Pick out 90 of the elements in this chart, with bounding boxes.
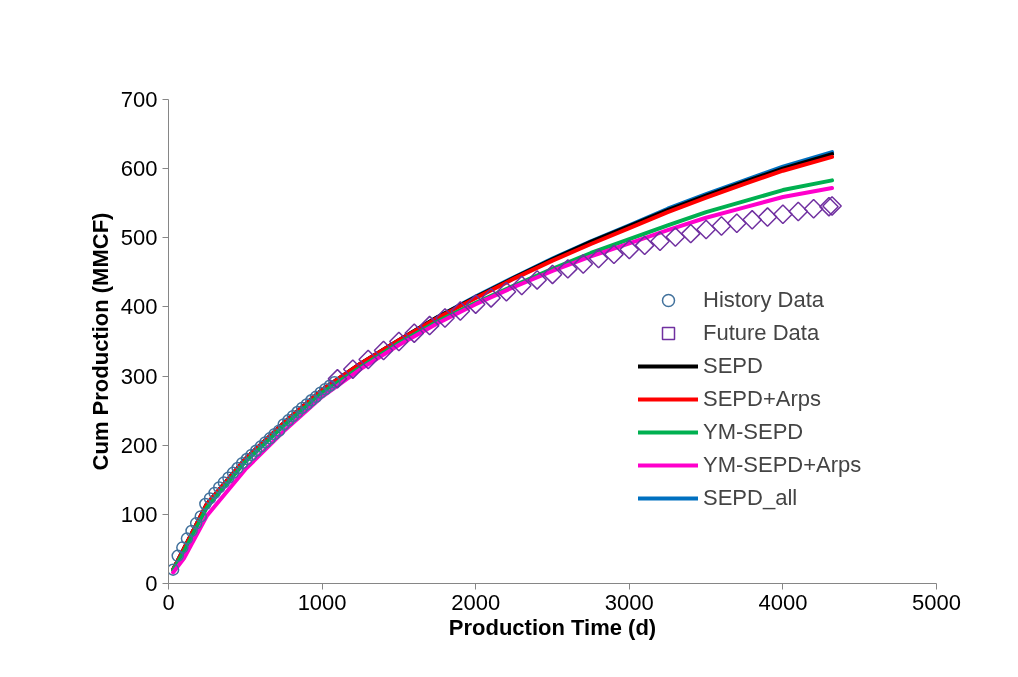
point xyxy=(711,216,732,236)
point xyxy=(496,281,517,302)
point xyxy=(277,418,290,431)
legend-label: SEPD_all xyxy=(703,484,798,512)
legend-label: YM-SEPD xyxy=(703,418,804,446)
point xyxy=(240,452,254,466)
point xyxy=(203,492,217,505)
x-tick-label: 4000 xyxy=(758,589,808,615)
point xyxy=(680,223,701,244)
x-tick-label: 1000 xyxy=(297,589,347,615)
point xyxy=(180,532,194,545)
point xyxy=(272,424,286,437)
y-tick-label: 0 xyxy=(145,571,158,596)
point xyxy=(803,198,824,219)
point xyxy=(511,275,532,296)
point xyxy=(314,386,327,399)
point xyxy=(286,409,300,423)
point xyxy=(222,471,235,484)
point xyxy=(788,201,809,222)
x-tick-label: 5000 xyxy=(912,589,961,615)
point xyxy=(268,427,281,441)
point xyxy=(557,258,578,279)
point xyxy=(573,254,594,274)
point xyxy=(176,541,189,554)
legend-label: History Data xyxy=(703,286,825,314)
point xyxy=(254,440,267,453)
y-tick-label: 300 xyxy=(120,363,158,389)
point xyxy=(305,394,318,407)
point xyxy=(185,524,198,538)
point xyxy=(259,436,272,449)
point xyxy=(249,444,263,457)
point xyxy=(309,390,323,404)
y-tick-label: 500 xyxy=(120,225,158,251)
point xyxy=(650,231,670,252)
point xyxy=(189,517,203,530)
point xyxy=(465,294,486,315)
point xyxy=(588,248,609,269)
point xyxy=(295,401,309,415)
x-axis-title: Production Time (d) xyxy=(448,614,657,640)
point xyxy=(419,315,440,336)
point xyxy=(199,497,212,511)
x-tick-label: 0 xyxy=(162,589,175,615)
y-tick-label: 600 xyxy=(120,156,158,182)
y-tick-label: 200 xyxy=(120,432,158,458)
point xyxy=(342,359,363,380)
point xyxy=(171,549,184,563)
point xyxy=(226,466,240,480)
point xyxy=(212,481,226,494)
point xyxy=(263,432,277,445)
point xyxy=(327,368,348,389)
point xyxy=(217,476,231,489)
point xyxy=(696,219,717,240)
point xyxy=(282,414,295,427)
point xyxy=(194,510,208,523)
point xyxy=(634,235,655,256)
point xyxy=(742,209,763,230)
point xyxy=(208,486,221,500)
point xyxy=(542,264,563,285)
y-tick-label: 400 xyxy=(120,294,158,320)
x-tick-label: 3000 xyxy=(604,589,654,615)
point xyxy=(604,244,624,265)
point xyxy=(358,349,379,370)
y-axis-title: Cum Production (MMCF) xyxy=(87,212,113,471)
point xyxy=(772,204,793,225)
legend-label: YM-SEPD+Arps xyxy=(703,451,862,479)
point xyxy=(619,239,640,260)
y-tick-label: 700 xyxy=(120,87,158,112)
point xyxy=(481,288,501,308)
point xyxy=(665,227,686,248)
point xyxy=(323,379,337,392)
legend-label: SEPD xyxy=(703,352,763,380)
legend-label: SEPD+Arps xyxy=(703,385,821,413)
point xyxy=(450,301,471,322)
point xyxy=(726,213,747,234)
point xyxy=(245,448,258,462)
y-tick-label: 100 xyxy=(120,501,158,527)
point xyxy=(231,461,244,475)
point xyxy=(435,308,455,328)
point xyxy=(388,331,409,352)
x-tick-label: 2000 xyxy=(451,589,501,615)
point xyxy=(757,207,778,227)
point xyxy=(300,398,313,411)
point xyxy=(168,563,180,576)
point xyxy=(404,323,425,344)
point xyxy=(318,382,332,396)
point xyxy=(527,270,548,290)
point xyxy=(373,340,394,361)
legend-label: Future Data xyxy=(703,319,820,347)
point xyxy=(291,405,304,419)
point xyxy=(235,456,249,470)
